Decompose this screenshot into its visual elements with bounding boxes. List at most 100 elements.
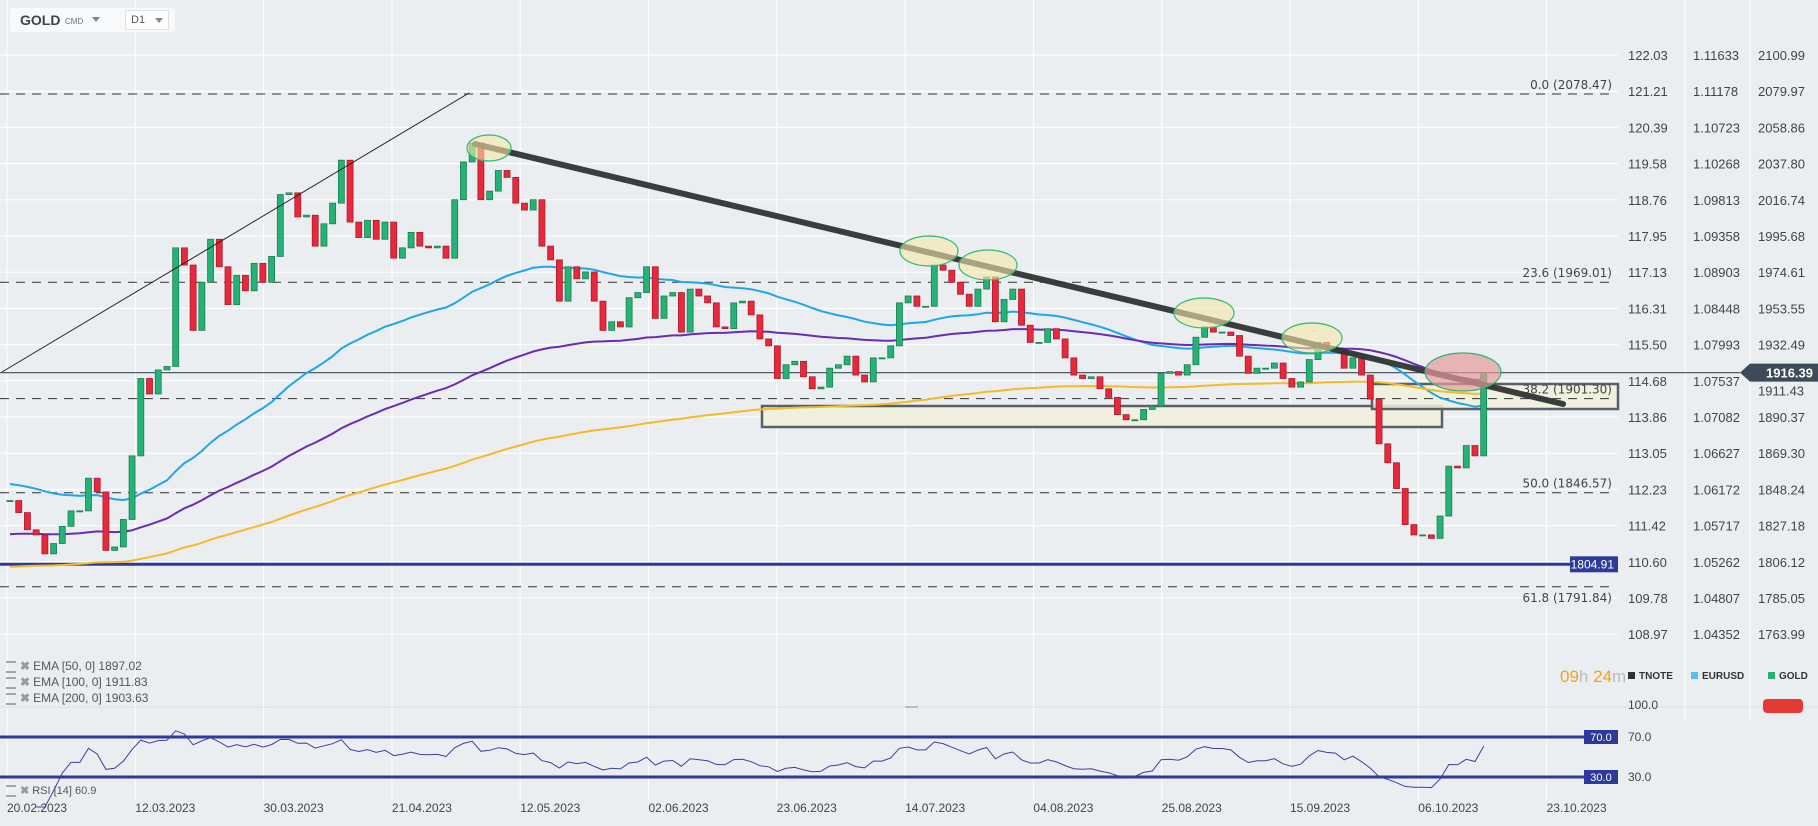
indicator-label: EMA [200, 0] 1903.63 <box>33 691 149 705</box>
axis-tick-gold: 1953.55 <box>1758 301 1805 316</box>
legend-gold[interactable]: GOLD <box>1768 671 1808 682</box>
candle <box>773 345 781 379</box>
axis-tick-tnote: 122.03 <box>1628 48 1668 63</box>
legend-tnote[interactable]: TNOTE <box>1628 671 1673 682</box>
axis-tick-gold: 2079.97 <box>1758 84 1805 99</box>
candle <box>1279 362 1287 379</box>
axis-tick-eurusd: 1.10268 <box>1693 157 1740 172</box>
axis-tick-tnote: 120.39 <box>1628 120 1668 135</box>
symbol-name[interactable]: GOLD <box>20 12 61 28</box>
close-icon[interactable]: ✖ <box>20 659 31 673</box>
indicator-rsi[interactable]: ✖ RSI [14] 60.9 <box>6 784 96 798</box>
candle <box>224 266 232 305</box>
candle <box>1157 372 1165 407</box>
trendline <box>472 141 1566 407</box>
candle <box>111 546 119 551</box>
date-tick: 20.02.2023 <box>7 801 67 815</box>
candle <box>32 529 40 536</box>
candle <box>904 295 912 304</box>
indicator-label: EMA [50, 0] 1897.02 <box>33 659 142 673</box>
indicator-ema-200[interactable]: ✖ EMA [200, 0] 1903.63 <box>6 691 148 705</box>
candle <box>198 281 206 331</box>
axis-tick-gold: 1848.24 <box>1758 482 1805 497</box>
legend-eurusd[interactable]: EURUSD <box>1691 671 1744 682</box>
candle <box>494 170 502 192</box>
candle <box>843 355 851 366</box>
candle <box>1105 388 1113 398</box>
axis-tick-tnote: 117.13 <box>1628 265 1667 280</box>
axis-tick-eurusd: 1.07082 <box>1693 410 1740 425</box>
axis-tick-eurusd: 1.04807 <box>1693 591 1740 606</box>
rsi-axis-tick: 30.0 <box>1628 770 1652 784</box>
rsi-level-label: 30.0 <box>1590 772 1611 784</box>
candle <box>1305 359 1313 383</box>
touch-point-ellipse <box>1281 322 1343 354</box>
candle <box>869 357 877 383</box>
timeframe-select[interactable]: D1 <box>125 10 169 30</box>
candle <box>1079 374 1086 379</box>
date-tick: 23.06.2023 <box>777 801 837 815</box>
date-tick: 25.08.2023 <box>1162 801 1222 815</box>
candle <box>1244 355 1252 374</box>
candles <box>6 142 1488 555</box>
touch-point-ellipse <box>958 249 1018 281</box>
candle <box>50 543 57 555</box>
axis-tick-eurusd: 1.06627 <box>1693 446 1740 461</box>
candle <box>939 264 947 271</box>
indicator-ema-100[interactable]: ✖ EMA [100, 0] 1911.83 <box>6 675 148 689</box>
candle <box>547 245 555 261</box>
touch-point-ellipse <box>1173 297 1235 329</box>
candle <box>1044 328 1052 343</box>
legend-label: EURUSD <box>1702 671 1745 682</box>
candle <box>582 271 589 280</box>
candle <box>1393 462 1400 489</box>
candle <box>808 376 816 390</box>
axis-tick-gold: 1911.43 <box>1758 384 1804 399</box>
legend-label: GOLD <box>1779 671 1808 682</box>
candle <box>1166 371 1174 374</box>
settings-icon[interactable] <box>6 692 16 705</box>
candle <box>1035 342 1043 344</box>
rsi-level-label: 70.0 <box>1590 732 1611 744</box>
close-icon[interactable]: ✖ <box>20 785 30 797</box>
candle-timer: 09h 24m <box>1560 667 1627 686</box>
settings-icon[interactable] <box>6 660 16 673</box>
candle <box>119 519 127 548</box>
candle <box>1419 534 1427 537</box>
candle <box>6 500 14 502</box>
gold-status-badge[interactable] <box>1763 699 1803 713</box>
fib-level-label: 23.6 (1969.01) <box>1522 266 1612 280</box>
candle <box>233 274 241 305</box>
candle <box>137 378 145 457</box>
date-tick: 12.05.2023 <box>520 801 580 815</box>
axis-tick-eurusd: 1.05717 <box>1693 519 1740 534</box>
indicator-ema-50[interactable]: ✖ EMA [50, 0] 1897.02 <box>6 659 142 673</box>
candle <box>337 159 345 204</box>
candle <box>346 159 354 223</box>
rsi-line <box>36 730 1485 808</box>
close-icon[interactable]: ✖ <box>20 675 31 689</box>
candle <box>835 364 842 369</box>
date-tick: 30.03.2023 <box>264 801 324 815</box>
candle <box>207 238 214 283</box>
axis-tick-gold: 1890.37 <box>1758 410 1805 425</box>
close-icon[interactable]: ✖ <box>20 691 31 705</box>
candle <box>512 176 520 204</box>
candle <box>67 510 75 527</box>
candle <box>896 302 903 347</box>
candle <box>651 266 659 319</box>
date-tick: 12.03.2023 <box>135 801 195 815</box>
axis-tick-eurusd: 1.04352 <box>1693 627 1740 642</box>
candle <box>782 364 790 379</box>
symbol-dropdown-icon[interactable] <box>92 17 100 22</box>
candle <box>58 525 66 544</box>
candle <box>85 477 92 512</box>
settings-icon[interactable] <box>6 676 16 689</box>
candle <box>1358 357 1365 376</box>
candle <box>364 219 371 238</box>
settings-icon[interactable] <box>6 785 16 798</box>
axis-tick-eurusd: 1.09358 <box>1693 229 1740 244</box>
candle <box>1183 364 1191 376</box>
symbol-type: CMD <box>65 17 84 26</box>
